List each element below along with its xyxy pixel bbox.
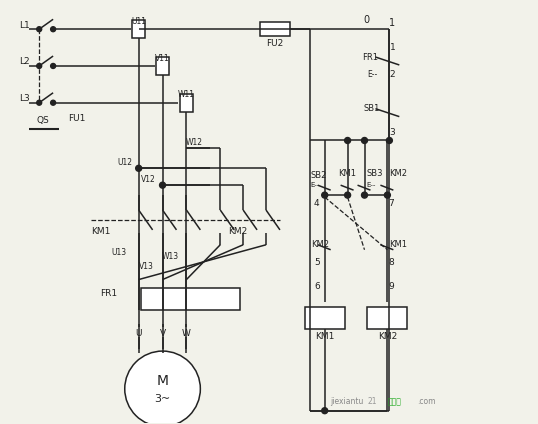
Bar — [156, 57, 169, 75]
Text: KM1: KM1 — [91, 227, 111, 236]
Text: L3: L3 — [19, 94, 30, 103]
Bar — [305, 307, 345, 329]
Text: V13: V13 — [139, 262, 154, 271]
Text: 3: 3 — [390, 128, 395, 137]
Text: KM2: KM2 — [378, 332, 397, 340]
Text: 7: 7 — [388, 198, 394, 208]
Text: FR1: FR1 — [100, 289, 117, 298]
Text: 接线图: 接线图 — [387, 397, 401, 406]
Text: KM2: KM2 — [311, 240, 329, 249]
Circle shape — [51, 100, 55, 105]
Text: KM1: KM1 — [338, 169, 357, 178]
Text: L2: L2 — [19, 58, 30, 67]
Circle shape — [160, 182, 166, 188]
Bar — [132, 20, 145, 38]
Text: KM2: KM2 — [390, 169, 407, 178]
Circle shape — [37, 27, 41, 32]
Circle shape — [362, 192, 367, 198]
Text: U: U — [136, 329, 142, 338]
Circle shape — [37, 64, 41, 68]
Circle shape — [345, 137, 351, 143]
Text: FU2: FU2 — [266, 39, 284, 47]
Text: QS: QS — [37, 116, 49, 125]
Text: jiexiantu: jiexiantu — [330, 397, 363, 406]
Bar — [367, 307, 407, 329]
Text: 0: 0 — [364, 15, 370, 25]
Text: 5: 5 — [314, 258, 320, 267]
Circle shape — [322, 192, 328, 198]
Text: W13: W13 — [162, 252, 179, 261]
Text: 1: 1 — [390, 42, 395, 52]
Text: W: W — [182, 329, 191, 338]
Text: E--: E-- — [367, 70, 378, 79]
Text: 1: 1 — [390, 18, 395, 28]
Text: W12: W12 — [186, 138, 203, 147]
Text: 21: 21 — [367, 397, 377, 406]
Text: U13: U13 — [111, 248, 126, 257]
Text: KM1: KM1 — [315, 332, 335, 340]
Circle shape — [125, 351, 200, 424]
Circle shape — [37, 100, 41, 105]
Text: V12: V12 — [141, 175, 156, 184]
Text: 4: 4 — [314, 198, 320, 208]
Text: V: V — [159, 329, 166, 338]
Circle shape — [51, 27, 55, 32]
Circle shape — [322, 408, 328, 414]
Text: KM1: KM1 — [390, 240, 407, 249]
Circle shape — [386, 137, 392, 143]
Text: SB2: SB2 — [311, 171, 327, 180]
Text: V11: V11 — [155, 53, 170, 62]
Text: U11: U11 — [131, 17, 146, 26]
Circle shape — [362, 137, 367, 143]
Text: FU1: FU1 — [68, 114, 86, 123]
Text: M: M — [157, 374, 168, 388]
Text: 2: 2 — [390, 70, 395, 79]
Text: E--: E-- — [311, 182, 320, 188]
Text: FR1: FR1 — [363, 53, 378, 61]
Circle shape — [385, 192, 391, 198]
Bar — [140, 288, 240, 310]
Text: 9: 9 — [388, 282, 394, 291]
Circle shape — [345, 192, 351, 198]
Text: KM2: KM2 — [229, 227, 248, 236]
Text: U12: U12 — [117, 158, 132, 167]
Text: SB1: SB1 — [363, 104, 380, 113]
Bar — [180, 94, 193, 112]
Text: .com: .com — [417, 397, 436, 406]
Text: W11: W11 — [178, 90, 195, 99]
Text: E--: E-- — [366, 182, 376, 188]
Text: L1: L1 — [19, 21, 30, 30]
Bar — [260, 22, 290, 36]
Text: 6: 6 — [314, 282, 320, 291]
Text: 8: 8 — [388, 258, 394, 267]
Circle shape — [136, 165, 141, 171]
Text: 3~: 3~ — [154, 394, 171, 404]
Text: SB3: SB3 — [366, 169, 383, 178]
Circle shape — [51, 64, 55, 68]
